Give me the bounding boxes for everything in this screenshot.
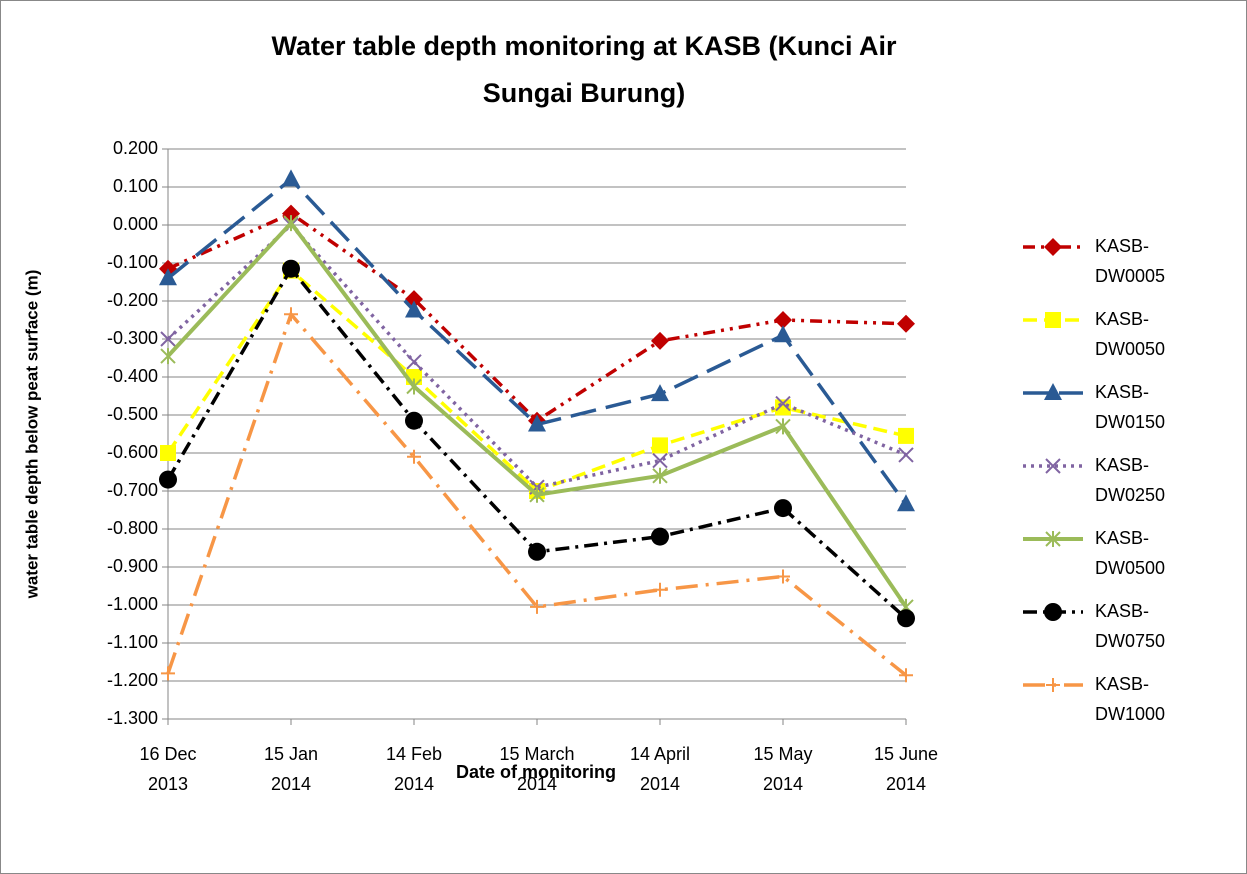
marker: [899, 668, 913, 683]
marker: [897, 494, 915, 512]
legend-label: KASB-DW0250: [1095, 455, 1165, 505]
y-tick-label: -0.700: [107, 480, 158, 500]
marker: [159, 268, 177, 286]
marker: [775, 418, 791, 435]
series: [161, 307, 913, 683]
x-tick-label: 15 March 2014: [499, 744, 574, 794]
legend-marker: [1045, 312, 1061, 328]
marker: [651, 527, 669, 546]
y-tick-label: -0.200: [107, 290, 158, 310]
marker: [652, 467, 668, 484]
series: [159, 259, 915, 628]
y-tick-label: -1.100: [107, 632, 158, 652]
marker: [897, 314, 915, 333]
marker: [652, 437, 668, 454]
y-tick-label: 0.100: [113, 176, 158, 196]
series: [160, 217, 914, 495]
y-tick-label: -0.300: [107, 328, 158, 348]
legend-marker: [1044, 383, 1062, 400]
y-tick-label: -1.300: [107, 708, 158, 728]
marker: [282, 169, 300, 187]
legend-label: KASB-DW1000: [1095, 674, 1165, 724]
x-tick-label: 15 June 2014: [874, 744, 938, 794]
marker: [651, 331, 669, 350]
legend-marker: [1045, 531, 1061, 547]
y-tick-label: -1.000: [107, 594, 158, 614]
marker: [528, 414, 546, 432]
marker: [898, 427, 914, 444]
series: [160, 215, 914, 615]
y-tick-label: -0.600: [107, 442, 158, 462]
y-tick-label: -0.100: [107, 252, 158, 272]
legend-marker: [1044, 238, 1062, 256]
y-tick-label: -0.400: [107, 366, 158, 386]
x-tick-label: 14 April 2014: [630, 744, 690, 794]
marker: [774, 325, 792, 343]
marker: [774, 311, 792, 329]
y-tick-label: -0.500: [107, 404, 158, 424]
marker: [898, 447, 914, 463]
legend-label: KASB-DW0150: [1095, 382, 1165, 432]
chart-title: Water table depth monitoring at KASB (Ku…: [271, 31, 897, 108]
legend-label: KASB-DW0050: [1095, 309, 1165, 359]
legend-label: KASB-DW0750: [1095, 601, 1165, 651]
marker: [160, 331, 176, 347]
marker: [775, 395, 791, 412]
x-tick-label: 16 Dec 2013: [139, 744, 196, 794]
marker: [160, 445, 176, 461]
marker: [776, 569, 790, 584]
y-axis-label: water table depth below peat surface (m): [22, 270, 41, 600]
marker: [406, 378, 422, 395]
x-tick-label: 15 Jan 2014: [264, 744, 318, 794]
marker: [775, 399, 791, 416]
marker: [652, 452, 668, 469]
marker: [651, 384, 669, 402]
marker: [161, 666, 175, 681]
y-tick-label: 0.200: [113, 138, 158, 158]
series: [159, 169, 915, 512]
marker: [160, 348, 176, 365]
marker: [528, 542, 546, 561]
y-tick-label: -1.200: [107, 670, 158, 690]
x-axis-label: Date of monitoring: [456, 762, 616, 782]
marker: [653, 582, 667, 597]
legend-label: KASB-DW0005: [1095, 236, 1165, 286]
marker: [159, 470, 177, 489]
marker: [897, 609, 915, 628]
y-tick-label: -0.800: [107, 518, 158, 538]
marker: [282, 259, 300, 278]
marker: [283, 215, 299, 232]
marker: [529, 486, 545, 503]
marker: [530, 599, 544, 614]
legend-label: KASB-DW0500: [1095, 528, 1165, 578]
legend-marker: [1046, 678, 1060, 692]
y-tick-label: 0.000: [113, 214, 158, 234]
marker: [774, 499, 792, 518]
marker: [406, 354, 422, 370]
marker: [405, 411, 423, 430]
y-tick-label: -0.900: [107, 556, 158, 576]
legend-marker: [1044, 603, 1062, 621]
x-tick-label: 14 Feb 2014: [386, 744, 442, 794]
marker: [284, 307, 298, 322]
x-tick-label: 15 May 2014: [753, 744, 812, 794]
marker: [407, 449, 421, 464]
marker: [405, 300, 423, 318]
legend-marker: [1045, 458, 1061, 474]
